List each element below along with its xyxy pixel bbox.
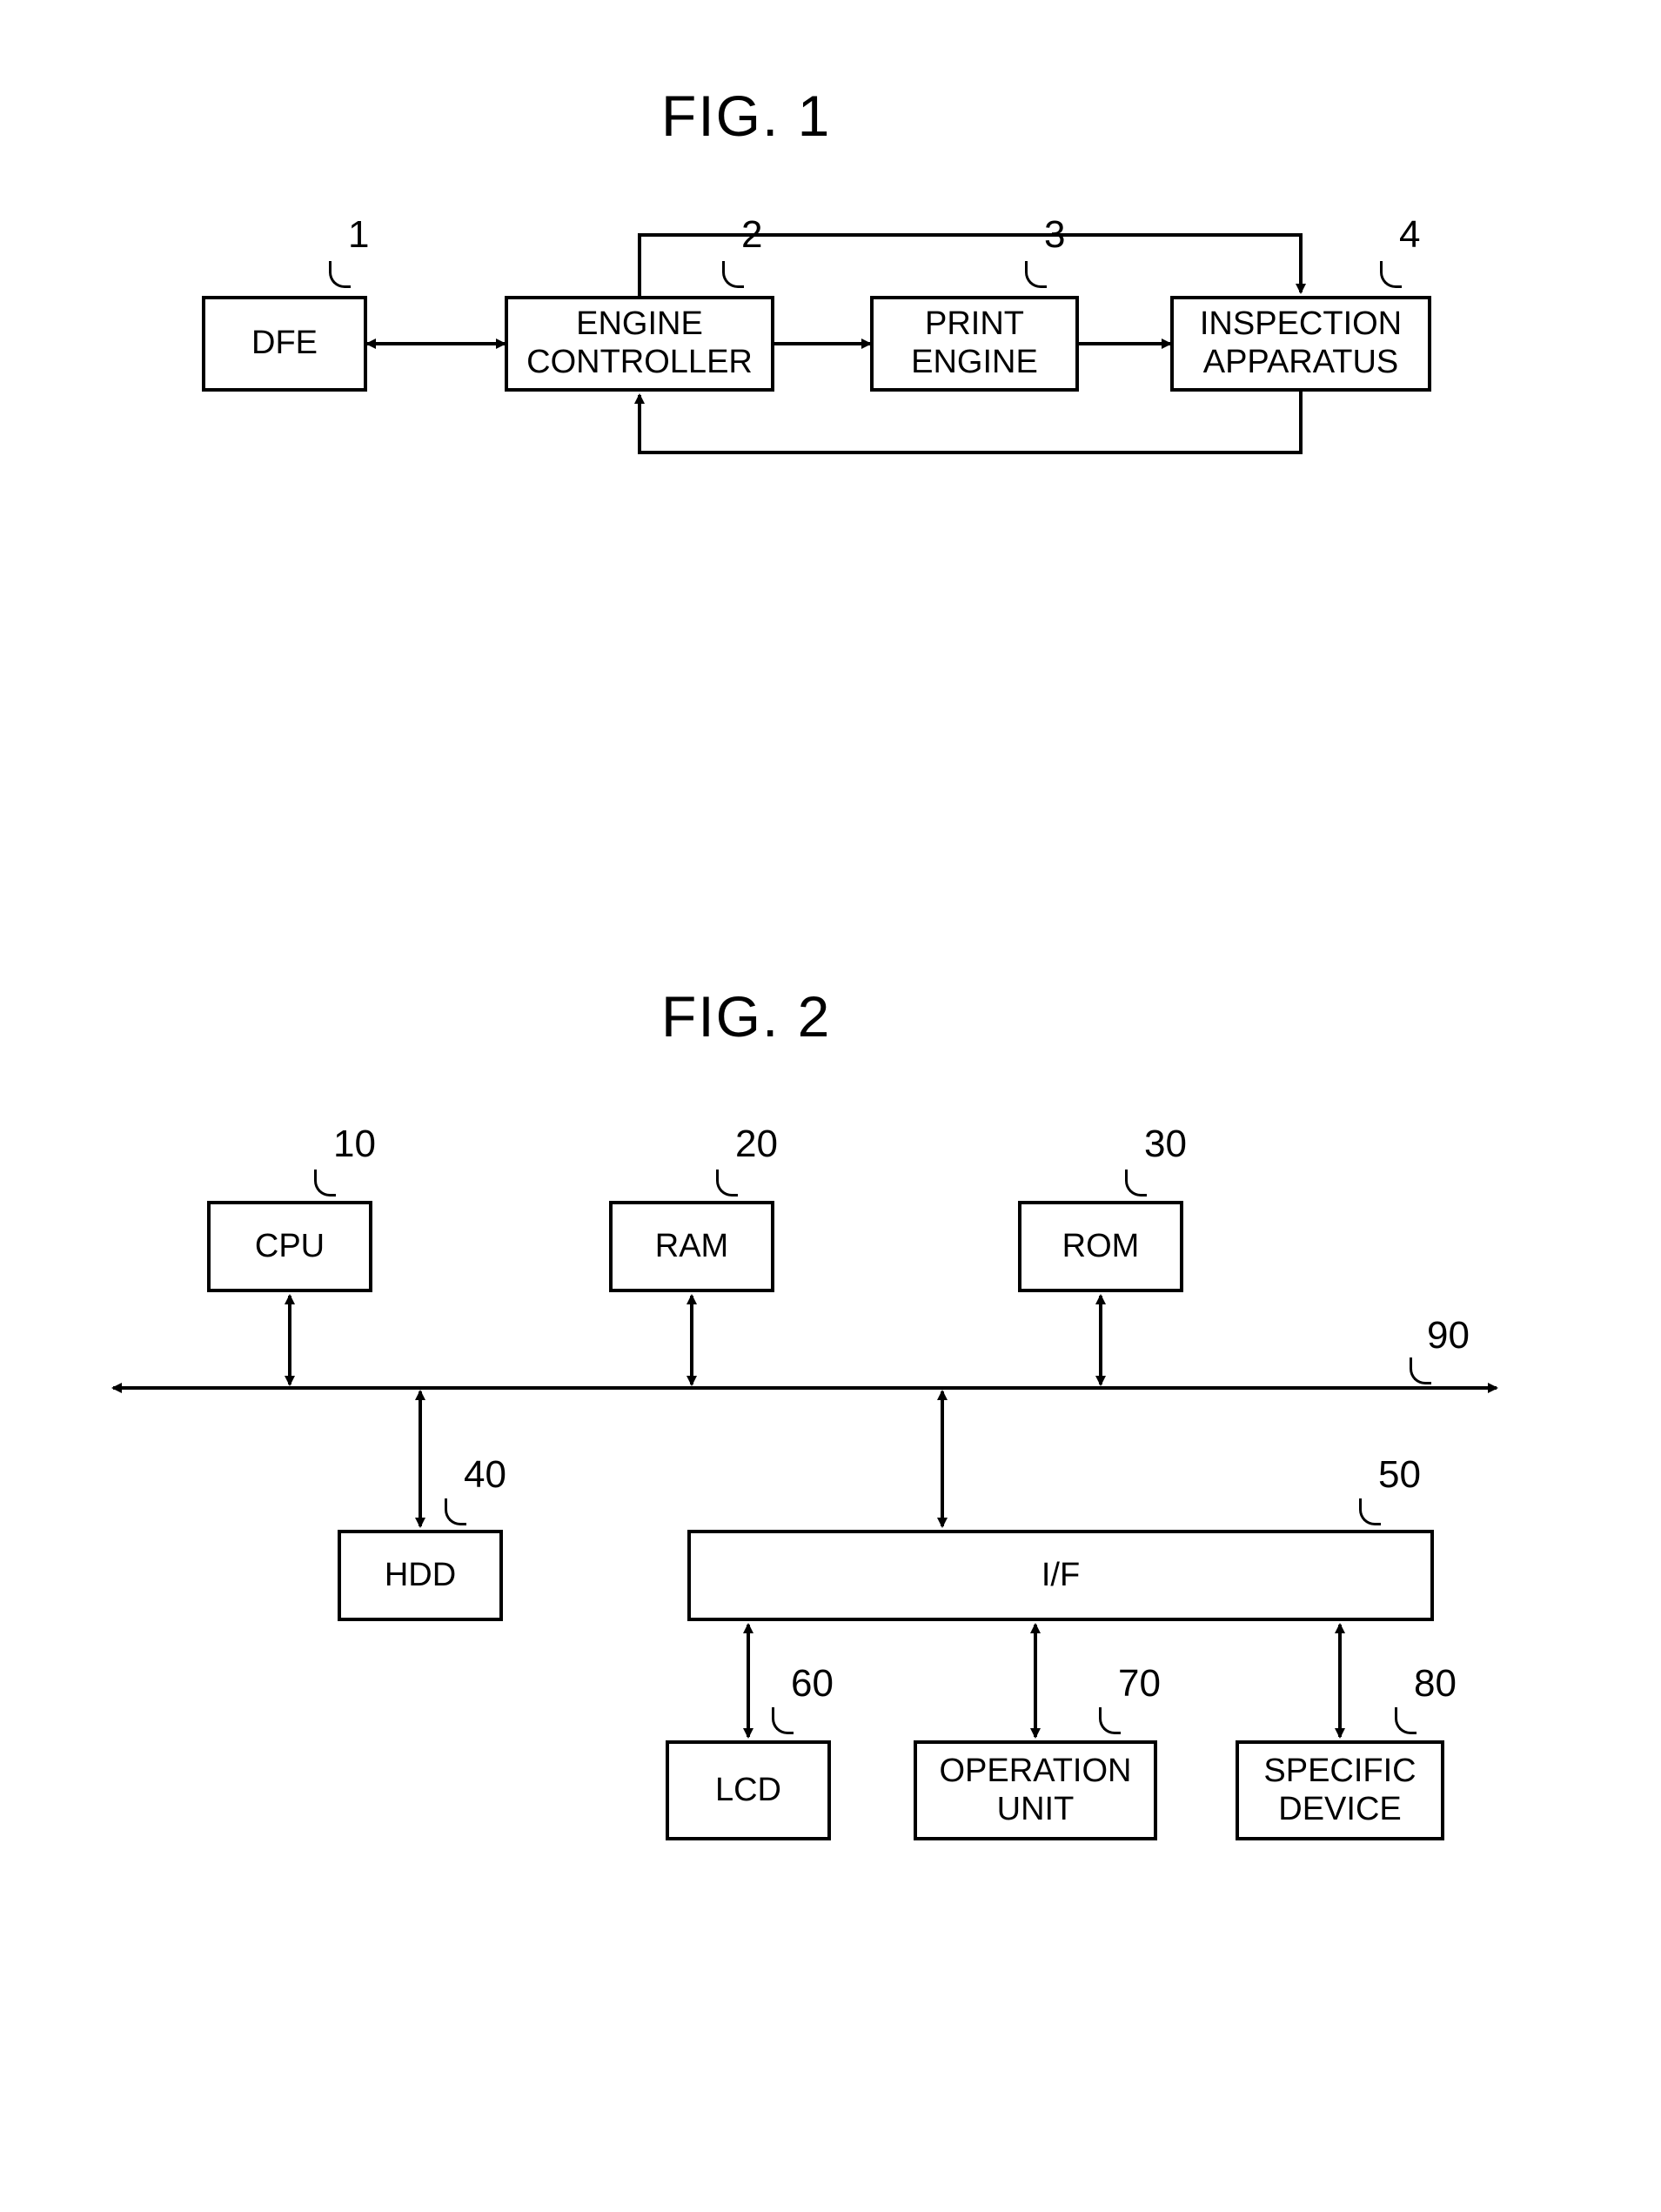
fig1-box-dfe: DFE [202, 296, 367, 392]
fig1-box-dfe-label: DFE [251, 325, 318, 363]
fig2-ref-60: 60 [791, 1662, 834, 1706]
fig2-box-rom-label: ROM [1062, 1228, 1140, 1266]
fig2-ref-80: 80 [1414, 1662, 1457, 1706]
fig1-ref-4: 4 [1399, 213, 1420, 257]
fig2-ref-10: 10 [333, 1123, 376, 1166]
fig2-ref-40: 40 [464, 1453, 506, 1497]
fig2-box-cpu: CPU [207, 1201, 372, 1292]
fig2-box-lcd-label: LCD [715, 1772, 781, 1810]
fig2-ref-50: 50 [1378, 1453, 1421, 1497]
fig2-ref-30: 30 [1144, 1123, 1187, 1166]
fig1-box-engine-controller: ENGINE CONTROLLER [505, 296, 774, 392]
fig2-box-dev-label: SPECIFIC DEVICE [1263, 1753, 1416, 1828]
fig2-box-cpu-label: CPU [255, 1228, 325, 1266]
fig1-box-insp-label: INSPECTION APPARATUS [1200, 305, 1402, 381]
fig1-ref-1: 1 [348, 213, 369, 257]
fig1-box-print-label: PRINT ENGINE [911, 305, 1038, 381]
fig2-box-hdd-label: HDD [385, 1557, 456, 1595]
page: FIG. 1 FIG. 2 [0, 0, 1661, 2212]
fig2-ref-90: 90 [1427, 1314, 1470, 1357]
fig1-arrow-insp-to-eng-bottom [640, 392, 1301, 452]
fig2-box-lcd: LCD [666, 1740, 831, 1840]
fig1-box-eng-label: ENGINE CONTROLLER [526, 305, 753, 381]
fig2-ref-20: 20 [735, 1123, 778, 1166]
fig1-ref-2: 2 [741, 213, 762, 257]
fig2-box-operation-unit: OPERATION UNIT [914, 1740, 1157, 1840]
fig2-box-ram-label: RAM [655, 1228, 728, 1266]
fig1-box-inspection: INSPECTION APPARATUS [1170, 296, 1431, 392]
fig1-ref-3: 3 [1044, 213, 1065, 257]
fig2-ref-70: 70 [1118, 1662, 1161, 1706]
fig2-box-if-label: I/F [1041, 1557, 1080, 1595]
fig2-box-op-label: OPERATION UNIT [940, 1753, 1132, 1828]
fig1-box-print-engine: PRINT ENGINE [870, 296, 1079, 392]
fig2-box-if: I/F [687, 1530, 1434, 1621]
fig2-box-hdd: HDD [338, 1530, 503, 1621]
fig2-box-ram: RAM [609, 1201, 774, 1292]
fig2-box-rom: ROM [1018, 1201, 1183, 1292]
fig2-box-specific-device: SPECIFIC DEVICE [1236, 1740, 1444, 1840]
